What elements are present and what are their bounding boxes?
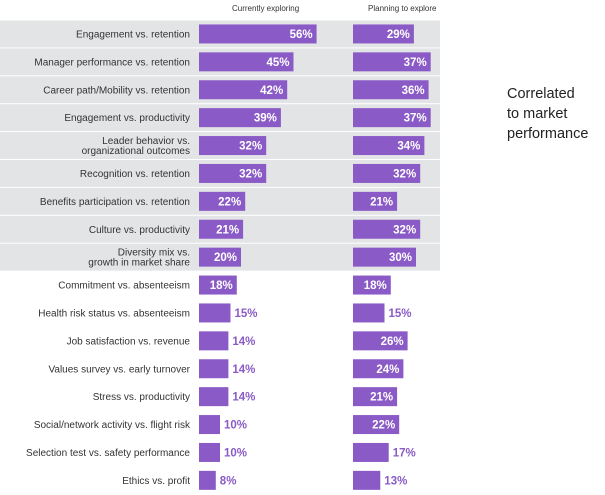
bar-planning-to-explore — [353, 80, 429, 100]
annotation-correlated-market-performance: Correlated to market performance — [507, 84, 605, 144]
category-label: Manager performance vs. retention — [34, 57, 190, 68]
category-label: Health risk status vs. absenteeism — [38, 308, 190, 319]
bar-value-label: 24% — [376, 364, 399, 376]
bar-value-label: 15% — [389, 308, 412, 320]
bar-currently-exploring — [199, 191, 246, 211]
bar-planning-to-explore — [353, 470, 381, 490]
bar-currently-exploring — [199, 359, 229, 379]
bar-currently-exploring — [199, 108, 281, 128]
bar-value-label: 8% — [220, 475, 237, 487]
bar-planning-to-explore — [353, 442, 389, 462]
bar-value-label: 21% — [370, 196, 393, 208]
bar-currently-exploring — [199, 387, 229, 407]
bar-value-label: 45% — [266, 57, 289, 69]
bar-planning-to-explore — [353, 163, 421, 183]
bar-planning-to-explore — [353, 52, 431, 72]
bar-planning-to-explore — [353, 331, 408, 351]
annotation-line: Correlated — [507, 86, 575, 102]
category-label: Engagement vs. productivity — [64, 113, 190, 124]
category-label: Job satisfaction vs. revenue — [67, 336, 191, 347]
bar-currently-exploring — [199, 275, 237, 295]
bar-value-label: 29% — [387, 29, 410, 41]
bar-currently-exploring — [199, 219, 244, 239]
bar-value-label: 37% — [404, 113, 427, 125]
bar-planning-to-explore — [353, 275, 391, 295]
bar-value-label: 13% — [384, 475, 407, 487]
bar-value-label: 14% — [232, 336, 255, 348]
bar-value-label: 37% — [404, 57, 427, 69]
category-label: Recognition vs. retention — [80, 169, 190, 180]
bar-value-label: 21% — [216, 224, 239, 236]
bar-planning-to-explore — [353, 387, 398, 407]
bar-currently-exploring — [199, 136, 267, 156]
bar-planning-to-explore — [353, 191, 398, 211]
category-label: Commitment vs. absenteeism — [58, 281, 190, 292]
bar-value-label: 18% — [210, 280, 233, 292]
category-label: Values survey vs. early turnover — [48, 364, 190, 375]
category-label: Social/network activity vs. flight risk — [34, 420, 191, 431]
bar-currently-exploring — [199, 52, 294, 72]
bar-planning-to-explore — [353, 247, 416, 267]
bar-value-label: 32% — [239, 168, 262, 180]
annotation-line: to market — [507, 106, 568, 122]
bar-value-label: 32% — [239, 141, 262, 153]
column-header-currently-exploring: Currently exploring — [232, 4, 300, 13]
category-label: Leader behavior vs. organizational outcom… — [82, 136, 190, 157]
bar-value-label: 21% — [370, 392, 393, 404]
bar-value-label: 18% — [364, 280, 387, 292]
bar-value-label: 17% — [393, 447, 416, 459]
bar-value-label: 30% — [389, 252, 412, 264]
bar-currently-exploring — [199, 24, 317, 44]
bar-currently-exploring — [199, 303, 231, 323]
bar-currently-exploring — [199, 415, 220, 435]
category-label: Culture vs. productivity — [89, 225, 190, 236]
bar-value-label: 32% — [393, 224, 416, 236]
category-label: Ethics vs. profit — [122, 476, 190, 487]
bar-currently-exploring — [199, 80, 288, 100]
category-label: Stress vs. productivity — [93, 392, 190, 403]
category-label: Engagement vs. retention — [76, 29, 190, 40]
bar-currently-exploring — [199, 331, 229, 351]
bar-value-label: 34% — [397, 141, 420, 153]
bar-value-label: 36% — [402, 85, 425, 97]
category-label: Benefits participation vs. retention — [40, 197, 190, 208]
bar-currently-exploring — [199, 163, 267, 183]
bar-value-label: 10% — [224, 447, 247, 459]
bar-planning-to-explore — [353, 415, 400, 435]
column-header-planning-to-explore: Planning to explore — [368, 4, 437, 13]
bar-planning-to-explore — [353, 136, 425, 156]
bar-value-label: 32% — [393, 168, 416, 180]
category-label: Selection test vs. safety performance — [26, 448, 190, 459]
bar-value-label: 10% — [224, 420, 247, 432]
bar-value-label: 42% — [260, 85, 283, 97]
category-label: Career path/Mobility vs. retention — [43, 85, 190, 96]
annotation-line: performance — [507, 126, 589, 142]
category-label: Diversity mix vs. growth in market share — [88, 248, 190, 269]
bar-currently-exploring — [199, 470, 216, 490]
bar-value-label: 22% — [372, 420, 395, 432]
bar-currently-exploring — [199, 247, 241, 267]
bar-value-label: 14% — [232, 392, 255, 404]
bar-value-label: 15% — [235, 308, 258, 320]
bar-currently-exploring — [199, 442, 220, 462]
bar-planning-to-explore — [353, 359, 404, 379]
bar-planning-to-explore — [353, 303, 385, 323]
bar-value-label: 26% — [381, 336, 404, 348]
bar-value-label: 22% — [218, 196, 241, 208]
bar-planning-to-explore — [353, 108, 431, 128]
bar-planning-to-explore — [353, 219, 421, 239]
bar-value-label: 20% — [214, 252, 237, 264]
bar-value-label: 56% — [290, 29, 313, 41]
bar-value-label: 14% — [232, 364, 255, 376]
bar-value-label: 39% — [254, 113, 277, 125]
bar-planning-to-explore — [353, 24, 414, 44]
